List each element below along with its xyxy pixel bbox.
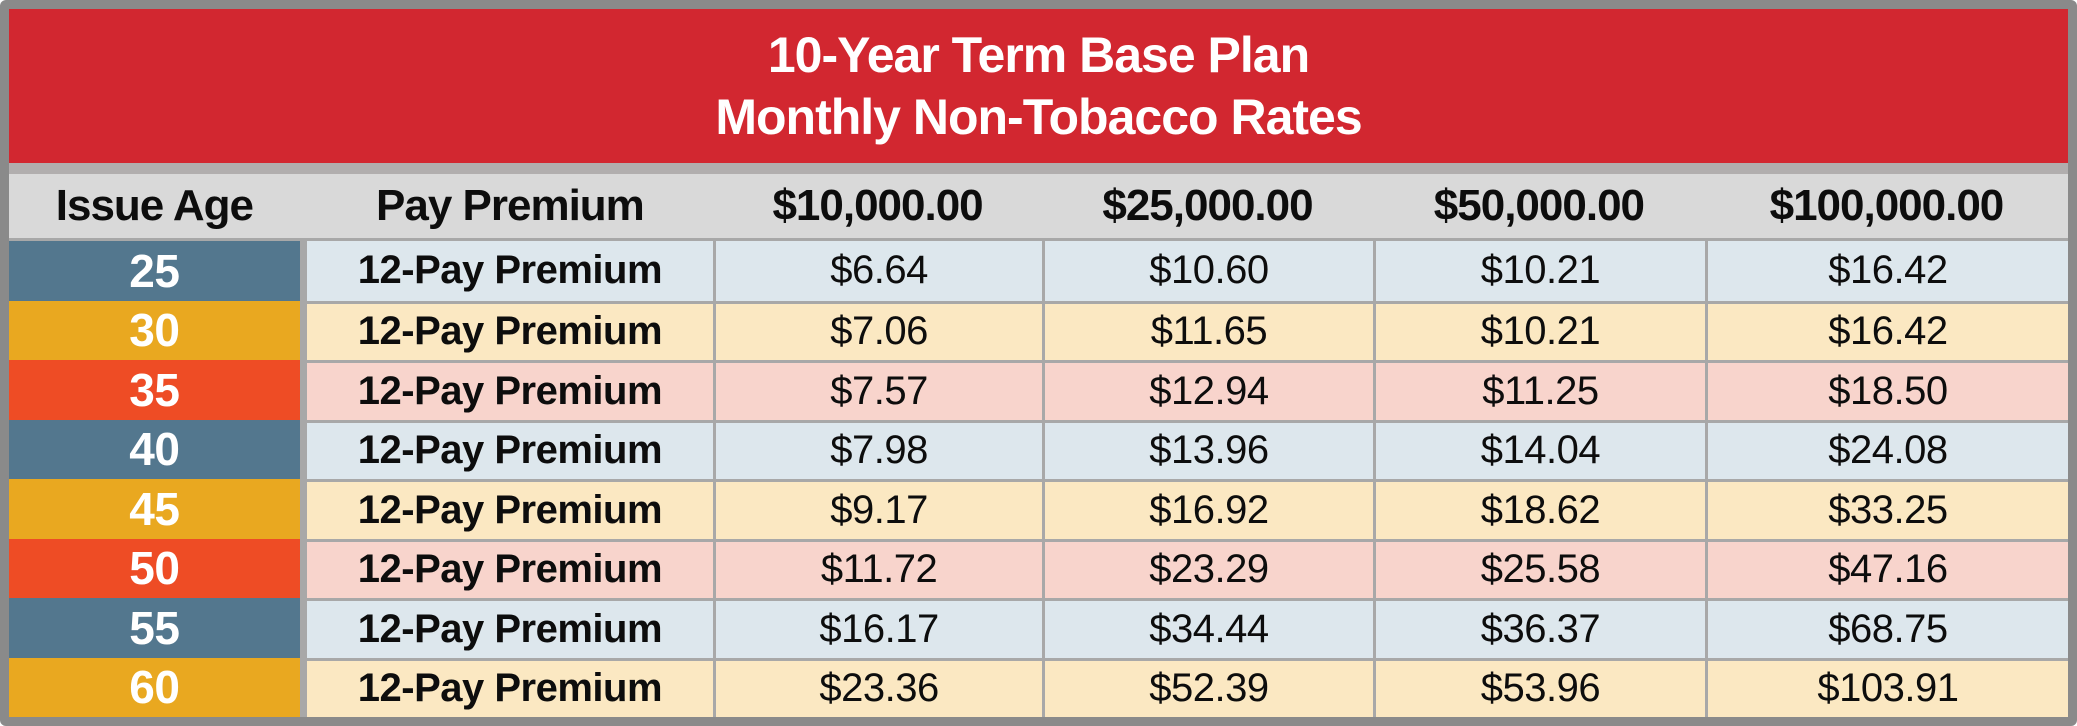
rate-10000-cell: $7.06 xyxy=(713,300,1043,360)
rate-100000-cell: $47.16 xyxy=(1704,538,2068,598)
header-25000: $25,000.00 xyxy=(1102,181,1313,230)
rate-50000-cell: $18.62 xyxy=(1372,479,1705,539)
header-pay-premium: Pay Premium xyxy=(376,181,645,230)
age-cell: 45 xyxy=(9,479,307,539)
age-cell: 55 xyxy=(9,598,307,658)
rate-25000-cell: $11.65 xyxy=(1042,300,1373,360)
rate-100000-cell: $16.42 xyxy=(1704,300,2068,360)
rate-10000-cell: $11.72 xyxy=(713,538,1043,598)
rate-50000-cell: $14.04 xyxy=(1372,419,1705,479)
rate-100000-cell: $33.25 xyxy=(1704,479,2068,539)
rate-25000-cell: $10.60 xyxy=(1042,241,1373,301)
rate-100000-cell: $68.75 xyxy=(1704,598,2068,658)
rate-50000-cell: $25.58 xyxy=(1372,538,1705,598)
rate-100000-cell: $24.08 xyxy=(1704,419,2068,479)
rate-50000-cell: $10.21 xyxy=(1372,300,1705,360)
header-10000: $10,000.00 xyxy=(772,181,983,230)
premium-type-cell: 12-Pay Premium xyxy=(306,300,714,360)
rate-100000-cell: $16.42 xyxy=(1704,241,2068,301)
table-title-banner: 10-Year Term Base Plan Monthly Non-Tobac… xyxy=(9,9,2068,163)
rate-50000-cell: $53.96 xyxy=(1372,657,1705,717)
rate-25000-cell: $12.94 xyxy=(1042,360,1373,420)
premium-type-cell: 12-Pay Premium xyxy=(306,419,714,479)
age-cell: 25 xyxy=(9,241,307,301)
rate-10000-cell: $7.57 xyxy=(713,360,1043,420)
rate-10000-cell: $16.17 xyxy=(713,598,1043,658)
age-cell: 40 xyxy=(9,419,307,479)
table-header-row: Issue Age Pay Premium $10,000.00 $25,000… xyxy=(9,174,2068,238)
age-cell: 35 xyxy=(9,360,307,420)
header-50000: $50,000.00 xyxy=(1433,181,1645,230)
age-cell: 60 xyxy=(9,657,307,717)
header-issue-age: Issue Age xyxy=(55,181,254,230)
table-body: 25 12-Pay Premium $6.64 $10.60 $10.21 $1… xyxy=(9,238,2068,717)
header-100000: $100,000.00 xyxy=(1769,181,2005,230)
premium-type-cell: 12-Pay Premium xyxy=(306,479,714,539)
rate-50000-cell: $10.21 xyxy=(1372,241,1705,301)
premium-type-cell: 12-Pay Premium xyxy=(306,598,714,658)
rate-25000-cell: $34.44 xyxy=(1042,598,1373,658)
table-title-line1: 10-Year Term Base Plan xyxy=(767,27,1310,83)
premium-type-cell: 12-Pay Premium xyxy=(306,241,714,301)
rate-25000-cell: $52.39 xyxy=(1042,657,1373,717)
rate-50000-cell: $36.37 xyxy=(1372,598,1705,658)
rate-50000-cell: $11.25 xyxy=(1372,360,1705,420)
rate-10000-cell: $9.17 xyxy=(713,479,1043,539)
rate-10000-cell: $7.98 xyxy=(713,419,1043,479)
rate-25000-cell: $23.29 xyxy=(1042,538,1373,598)
rate-25000-cell: $16.92 xyxy=(1042,479,1373,539)
rate-100000-cell: $18.50 xyxy=(1704,360,2068,420)
age-cell: 30 xyxy=(9,300,307,360)
title-divider xyxy=(9,163,2068,174)
rate-10000-cell: $23.36 xyxy=(713,657,1043,717)
table-title-line2: Monthly Non-Tobacco Rates xyxy=(715,89,1362,145)
rate-10000-cell: $6.64 xyxy=(713,241,1043,301)
rate-100000-cell: $103.91 xyxy=(1704,657,2068,717)
age-cell: 50 xyxy=(9,538,307,598)
premium-type-cell: 12-Pay Premium xyxy=(306,657,714,717)
premium-type-cell: 12-Pay Premium xyxy=(306,538,714,598)
rate-25000-cell: $13.96 xyxy=(1042,419,1373,479)
premium-type-cell: 12-Pay Premium xyxy=(306,360,714,420)
